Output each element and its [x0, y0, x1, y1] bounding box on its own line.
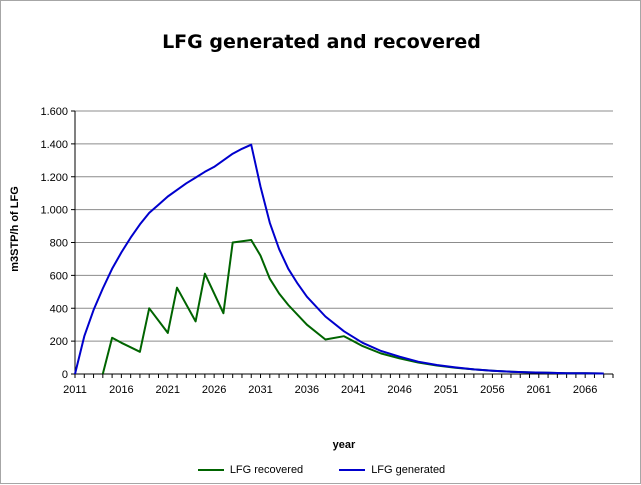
x-axis-label: year	[333, 439, 356, 451]
x-tick-label: 2066	[573, 384, 597, 396]
legend-swatch-generated	[339, 469, 366, 471]
series-layer	[74, 143, 604, 375]
y-tick-label: 1.200	[40, 172, 68, 184]
legend: LFG recovered LFG generated	[1, 464, 641, 476]
x-tick-label: 2016	[109, 384, 133, 396]
y-tick-label: 400	[50, 303, 68, 315]
y-tick-label: 800	[50, 238, 68, 250]
x-tick-label: 2011	[63, 384, 87, 396]
grid-layer	[75, 110, 613, 342]
legend-label-recovered: LFG recovered	[229, 464, 304, 476]
x-tick-label: 2046	[387, 384, 411, 396]
legend-item-generated: LFG generated	[339, 464, 445, 476]
y-tick-label: 0	[62, 369, 68, 381]
y-axis-label: m3STP/h of LFG	[9, 186, 21, 272]
y-tick-label: 1.400	[40, 139, 68, 151]
x-tick-label: 2036	[295, 384, 319, 396]
legend-item-recovered: LFG recovered	[197, 464, 304, 476]
legend-swatch-recovered	[197, 469, 224, 471]
x-tick-label: 2051	[434, 384, 458, 396]
x-tick-label: 2061	[527, 384, 551, 396]
x-tick-label: 2026	[202, 384, 226, 396]
chart-title: LFG generated and recovered	[162, 31, 481, 53]
x-tick-label: 2031	[248, 384, 272, 396]
y-tick-label: 200	[50, 336, 68, 348]
ticks-layer: 0 200 400 600 800 1.000 1.200 1.400 1.600 2011 201…	[40, 106, 597, 396]
x-tick-label: 2021	[156, 384, 180, 396]
axes-layer	[71, 110, 614, 378]
y-tick-label: 1.000	[40, 205, 68, 217]
legend-label-generated: LFG generated	[371, 464, 446, 476]
y-tick-label: 1.600	[40, 106, 68, 118]
series-line-generated	[74, 143, 604, 375]
series-line-recovered	[101, 239, 604, 375]
y-tick-label: 600	[50, 270, 68, 282]
x-tick-label: 2041	[341, 384, 365, 396]
x-tick-label: 2056	[480, 384, 504, 396]
